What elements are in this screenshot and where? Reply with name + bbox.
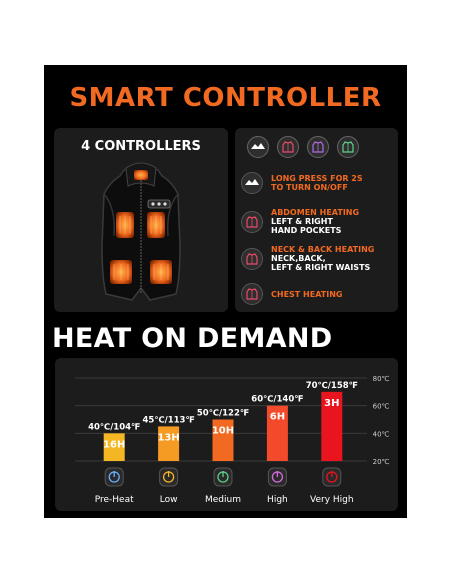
power-icon bbox=[267, 467, 287, 487]
y-tick-label: 20℃ bbox=[373, 458, 390, 466]
control-line2: LEFT & RIGHT bbox=[271, 217, 333, 226]
bar-pre-heat bbox=[103, 433, 125, 461]
control-text: NECK & BACK HEATING NECK,BACK, LEFT & RIGH… bbox=[271, 245, 374, 272]
control-line1: ABDOMEN HEATING bbox=[271, 208, 360, 217]
bar-duration-label: 6H bbox=[270, 412, 285, 423]
control-text: LONG PRESS FOR 2S TO TURN ON/OFF bbox=[271, 174, 363, 192]
y-tick-label: 40℃ bbox=[373, 430, 390, 438]
power-icon bbox=[213, 467, 233, 487]
bar-duration-label: 10H bbox=[212, 426, 234, 437]
bar-high bbox=[266, 405, 288, 461]
vest-chest-icon bbox=[342, 141, 354, 153]
x-category-label: Very High bbox=[310, 495, 354, 505]
bar-value-label: 70℃/158℉ bbox=[306, 381, 358, 391]
ororo-logo-icon bbox=[245, 179, 259, 185]
controller-button-4 bbox=[337, 136, 359, 158]
bar-value-label: 40℃/104℉ bbox=[88, 422, 140, 432]
bar-low bbox=[158, 426, 180, 461]
headline: HEAT ON DEMAND bbox=[52, 323, 333, 354]
x-category-label: Medium bbox=[205, 495, 241, 505]
controller-button-2 bbox=[277, 136, 299, 158]
panel: SMART CONTROLLER 4 CONTROLLERS bbox=[44, 65, 407, 518]
bar-duration-label: 13H bbox=[157, 432, 179, 443]
control-line3: LEFT & RIGHT WAISTS bbox=[271, 263, 371, 272]
bar-very-high bbox=[321, 391, 343, 461]
chart-card: 20℃ 40℃ 60℃ 80℃ 16H 40℃/104℉ Pre-Heat 13H 45℃/11… bbox=[55, 358, 398, 511]
control-row: LONG PRESS FOR 2S TO TURN ON/OFF bbox=[241, 172, 363, 194]
control-row: CHEST HEATING bbox=[241, 283, 342, 305]
bar-duration-label: 3H bbox=[324, 398, 339, 409]
x-category-label: Pre-Heat bbox=[95, 495, 134, 505]
control-button bbox=[241, 210, 263, 233]
vest-neck-back-icon bbox=[246, 252, 258, 265]
control-line1: CHEST HEATING bbox=[271, 289, 343, 299]
bar-value-label: 50℃/122℉ bbox=[197, 409, 249, 419]
heating-pad-neck bbox=[134, 170, 148, 180]
vest-chest-icon bbox=[246, 288, 258, 300]
control-row: NECK & BACK HEATING NECK,BACK, LEFT & RIGH… bbox=[241, 245, 374, 272]
power-icon bbox=[322, 467, 342, 487]
heat-chart: 20℃ 40℃ 60℃ 80℃ 16H 40℃/104℉ Pre-Heat 13H 45℃/11… bbox=[75, 375, 390, 505]
control-button bbox=[241, 172, 263, 194]
vest-label: 4 CONTROLLERS bbox=[81, 139, 201, 154]
control-text: CHEST HEATING bbox=[271, 290, 342, 299]
control-line3: HAND POCKETS bbox=[271, 226, 342, 235]
vest-abdomen-icon bbox=[282, 141, 294, 153]
control-button bbox=[241, 283, 263, 305]
controller-button-1 bbox=[247, 136, 269, 158]
vest-abdomen-icon bbox=[246, 215, 258, 228]
control-button bbox=[241, 247, 263, 270]
control-line1: NECK & BACK HEATING bbox=[271, 245, 375, 254]
controller-button-3 bbox=[307, 136, 329, 158]
control-line1: LONG PRESS FOR 2S bbox=[271, 174, 363, 183]
bar-value-label: 45℃/113℉ bbox=[142, 415, 194, 425]
bar-medium bbox=[212, 419, 234, 461]
page-title: SMART CONTROLLER bbox=[69, 83, 382, 113]
ororo-logo-icon bbox=[251, 143, 265, 149]
vest-neck-back-icon bbox=[312, 141, 324, 153]
controller-card: LONG PRESS FOR 2S TO TURN ON/OFF ABDOMEN H… bbox=[235, 128, 398, 312]
bar-duration-label: 16H bbox=[103, 439, 125, 450]
vest-card: 4 CONTROLLERS bbox=[54, 128, 228, 312]
control-text: ABDOMEN HEATING LEFT & RIGHT HAND POCKETS bbox=[271, 208, 359, 235]
power-icon bbox=[104, 467, 124, 487]
y-tick-label: 80℃ bbox=[373, 375, 390, 383]
y-tick-label: 60℃ bbox=[373, 403, 390, 411]
bar-value-label: 60℃/140℉ bbox=[251, 395, 303, 405]
controller-buttons bbox=[247, 136, 367, 158]
vest-illustration bbox=[101, 162, 181, 301]
control-line2: TO TURN ON/OFF bbox=[271, 183, 348, 192]
control-line2: NECK,BACK, bbox=[271, 254, 326, 263]
x-category-label: Low bbox=[160, 495, 178, 505]
x-category-label: High bbox=[267, 495, 288, 505]
control-row: ABDOMEN HEATING LEFT & RIGHT HAND POCKETS bbox=[241, 208, 359, 235]
power-icon bbox=[159, 467, 179, 487]
